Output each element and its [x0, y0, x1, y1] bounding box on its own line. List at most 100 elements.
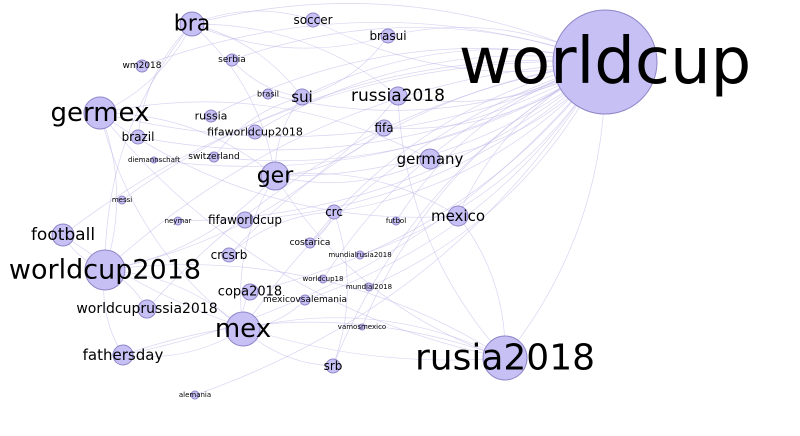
graph-edge: [228, 211, 335, 256]
graph-edge: [153, 61, 606, 167]
graph-edge: [274, 158, 431, 184]
node-label-germex: germex: [51, 98, 150, 128]
node-label-brasil: brasil: [257, 90, 279, 99]
node-label-sui: sui: [291, 88, 313, 106]
graph-edge: [332, 211, 348, 367]
node-label-worldcup2018: worldcup2018: [9, 255, 201, 286]
graph-edge: [194, 61, 606, 396]
node-rusia2018[interactable]: [482, 335, 528, 381]
node-vamosmexico[interactable]: [358, 323, 366, 331]
node-worldcuprussia2018[interactable]: [137, 299, 157, 319]
node-bra[interactable]: [179, 11, 205, 37]
node-messi[interactable]: [117, 195, 127, 205]
node-fifaworldcup[interactable]: [236, 211, 254, 229]
node-label-fifaworldcup2018: fifaworldcup2018: [207, 126, 303, 139]
node-worldcup18[interactable]: [318, 274, 328, 284]
node-label-messi: messi: [112, 196, 132, 204]
node-germex[interactable]: [83, 96, 117, 130]
node-label-costarica: costarica: [290, 238, 331, 248]
node-switzerland[interactable]: [208, 151, 220, 163]
graph-edge: [213, 96, 303, 158]
node-label-football: football: [31, 225, 95, 245]
graph-edge: [242, 317, 506, 359]
node-label-brasui: brasui: [369, 29, 406, 43]
node-layer: [51, 9, 658, 400]
graph-edge: [210, 48, 606, 117]
node-label-fathersday: fathersday: [83, 346, 164, 364]
node-label-germany: germany: [397, 150, 464, 168]
node-crc[interactable]: [326, 204, 342, 220]
node-label-brazil: brazil: [122, 130, 155, 144]
node-costarica[interactable]: [304, 237, 316, 249]
node-label-mex: mex: [215, 314, 271, 344]
node-label-ger: ger: [257, 164, 295, 189]
node-wm2018[interactable]: [135, 59, 149, 73]
node-label-mundial2018: mundial2018: [346, 283, 392, 291]
node-diemannschaft[interactable]: [150, 156, 158, 164]
node-serbia[interactable]: [225, 53, 239, 67]
node-label-worldcup18: worldcup18: [303, 275, 344, 283]
node-mundial2018[interactable]: [364, 282, 374, 292]
node-mexico[interactable]: [447, 205, 469, 227]
node-futbol[interactable]: [391, 216, 401, 226]
node-worldcup2018[interactable]: [84, 249, 126, 291]
node-russia[interactable]: [204, 109, 218, 123]
node-neymar[interactable]: [173, 216, 183, 226]
node-soccer[interactable]: [305, 12, 321, 28]
graph-edge: [146, 61, 606, 310]
graph-edge: [104, 23, 193, 271]
node-crcsrb[interactable]: [221, 247, 237, 263]
node-label-mexico: mexico: [431, 207, 485, 225]
node-label-fifaworldcup: fifaworldcup: [208, 213, 282, 227]
graph-edge: [249, 61, 606, 293]
node-brasil[interactable]: [262, 88, 274, 100]
graph-edge: [62, 61, 606, 236]
node-ger[interactable]: [260, 161, 290, 191]
node-label-crc: crc: [325, 205, 343, 219]
graph-edge: [191, 10, 314, 25]
node-brasui[interactable]: [380, 28, 396, 44]
node-label-russia2018: russia2018: [351, 86, 445, 106]
graph-edge: [191, 23, 399, 97]
graph-edge: [121, 59, 606, 201]
graph-edge: [99, 112, 118, 271]
node-mundialrusia2018[interactable]: [355, 250, 365, 260]
node-sui[interactable]: [293, 88, 311, 106]
node-football[interactable]: [51, 223, 75, 247]
node-fathersday[interactable]: [112, 344, 134, 366]
graph-edge: [228, 61, 606, 256]
node-mex[interactable]: [225, 311, 261, 347]
node-alemania[interactable]: [190, 390, 200, 400]
graph-edge: [274, 173, 459, 217]
label-layer: worldcup rusia2018 worldcup2018 germex mex ge…: [9, 12, 751, 400]
node-label-copa2018: copa2018: [218, 285, 282, 300]
node-label-fifa: fifa: [374, 121, 393, 135]
graph-edge: [99, 112, 244, 330]
node-russia2018[interactable]: [388, 86, 408, 106]
node-label-russia: russia: [195, 110, 228, 123]
node-brazil[interactable]: [130, 129, 146, 145]
graph-edge: [191, 23, 276, 177]
graph-edge: [191, 3, 606, 63]
node-label-futbol: futbol: [386, 217, 406, 225]
node-germany[interactable]: [419, 148, 441, 170]
graph-edge: [137, 23, 193, 138]
node-label-crcsrb: crcsrb: [211, 248, 248, 262]
node-worldcup[interactable]: [552, 9, 658, 115]
graph-edge: [122, 321, 506, 359]
node-mexicovsalemania[interactable]: [299, 294, 311, 306]
graph-edge: [191, 23, 389, 49]
graph-edge: [99, 101, 431, 160]
graph-edge: [99, 112, 276, 177]
node-fifa[interactable]: [375, 119, 393, 137]
node-fifaworldcup2018[interactable]: [247, 124, 263, 140]
graph-edge: [304, 61, 606, 301]
node-label-neymar: neymar: [165, 217, 192, 225]
node-srb[interactable]: [325, 358, 341, 374]
node-label-switzerland: switzerland: [188, 152, 239, 162]
node-copa2018[interactable]: [241, 283, 259, 301]
node-label-rusia2018: rusia2018: [415, 338, 595, 379]
node-label-mexicovsalemania: mexicovsalemania: [263, 295, 347, 305]
graph-edge: [99, 112, 506, 359]
